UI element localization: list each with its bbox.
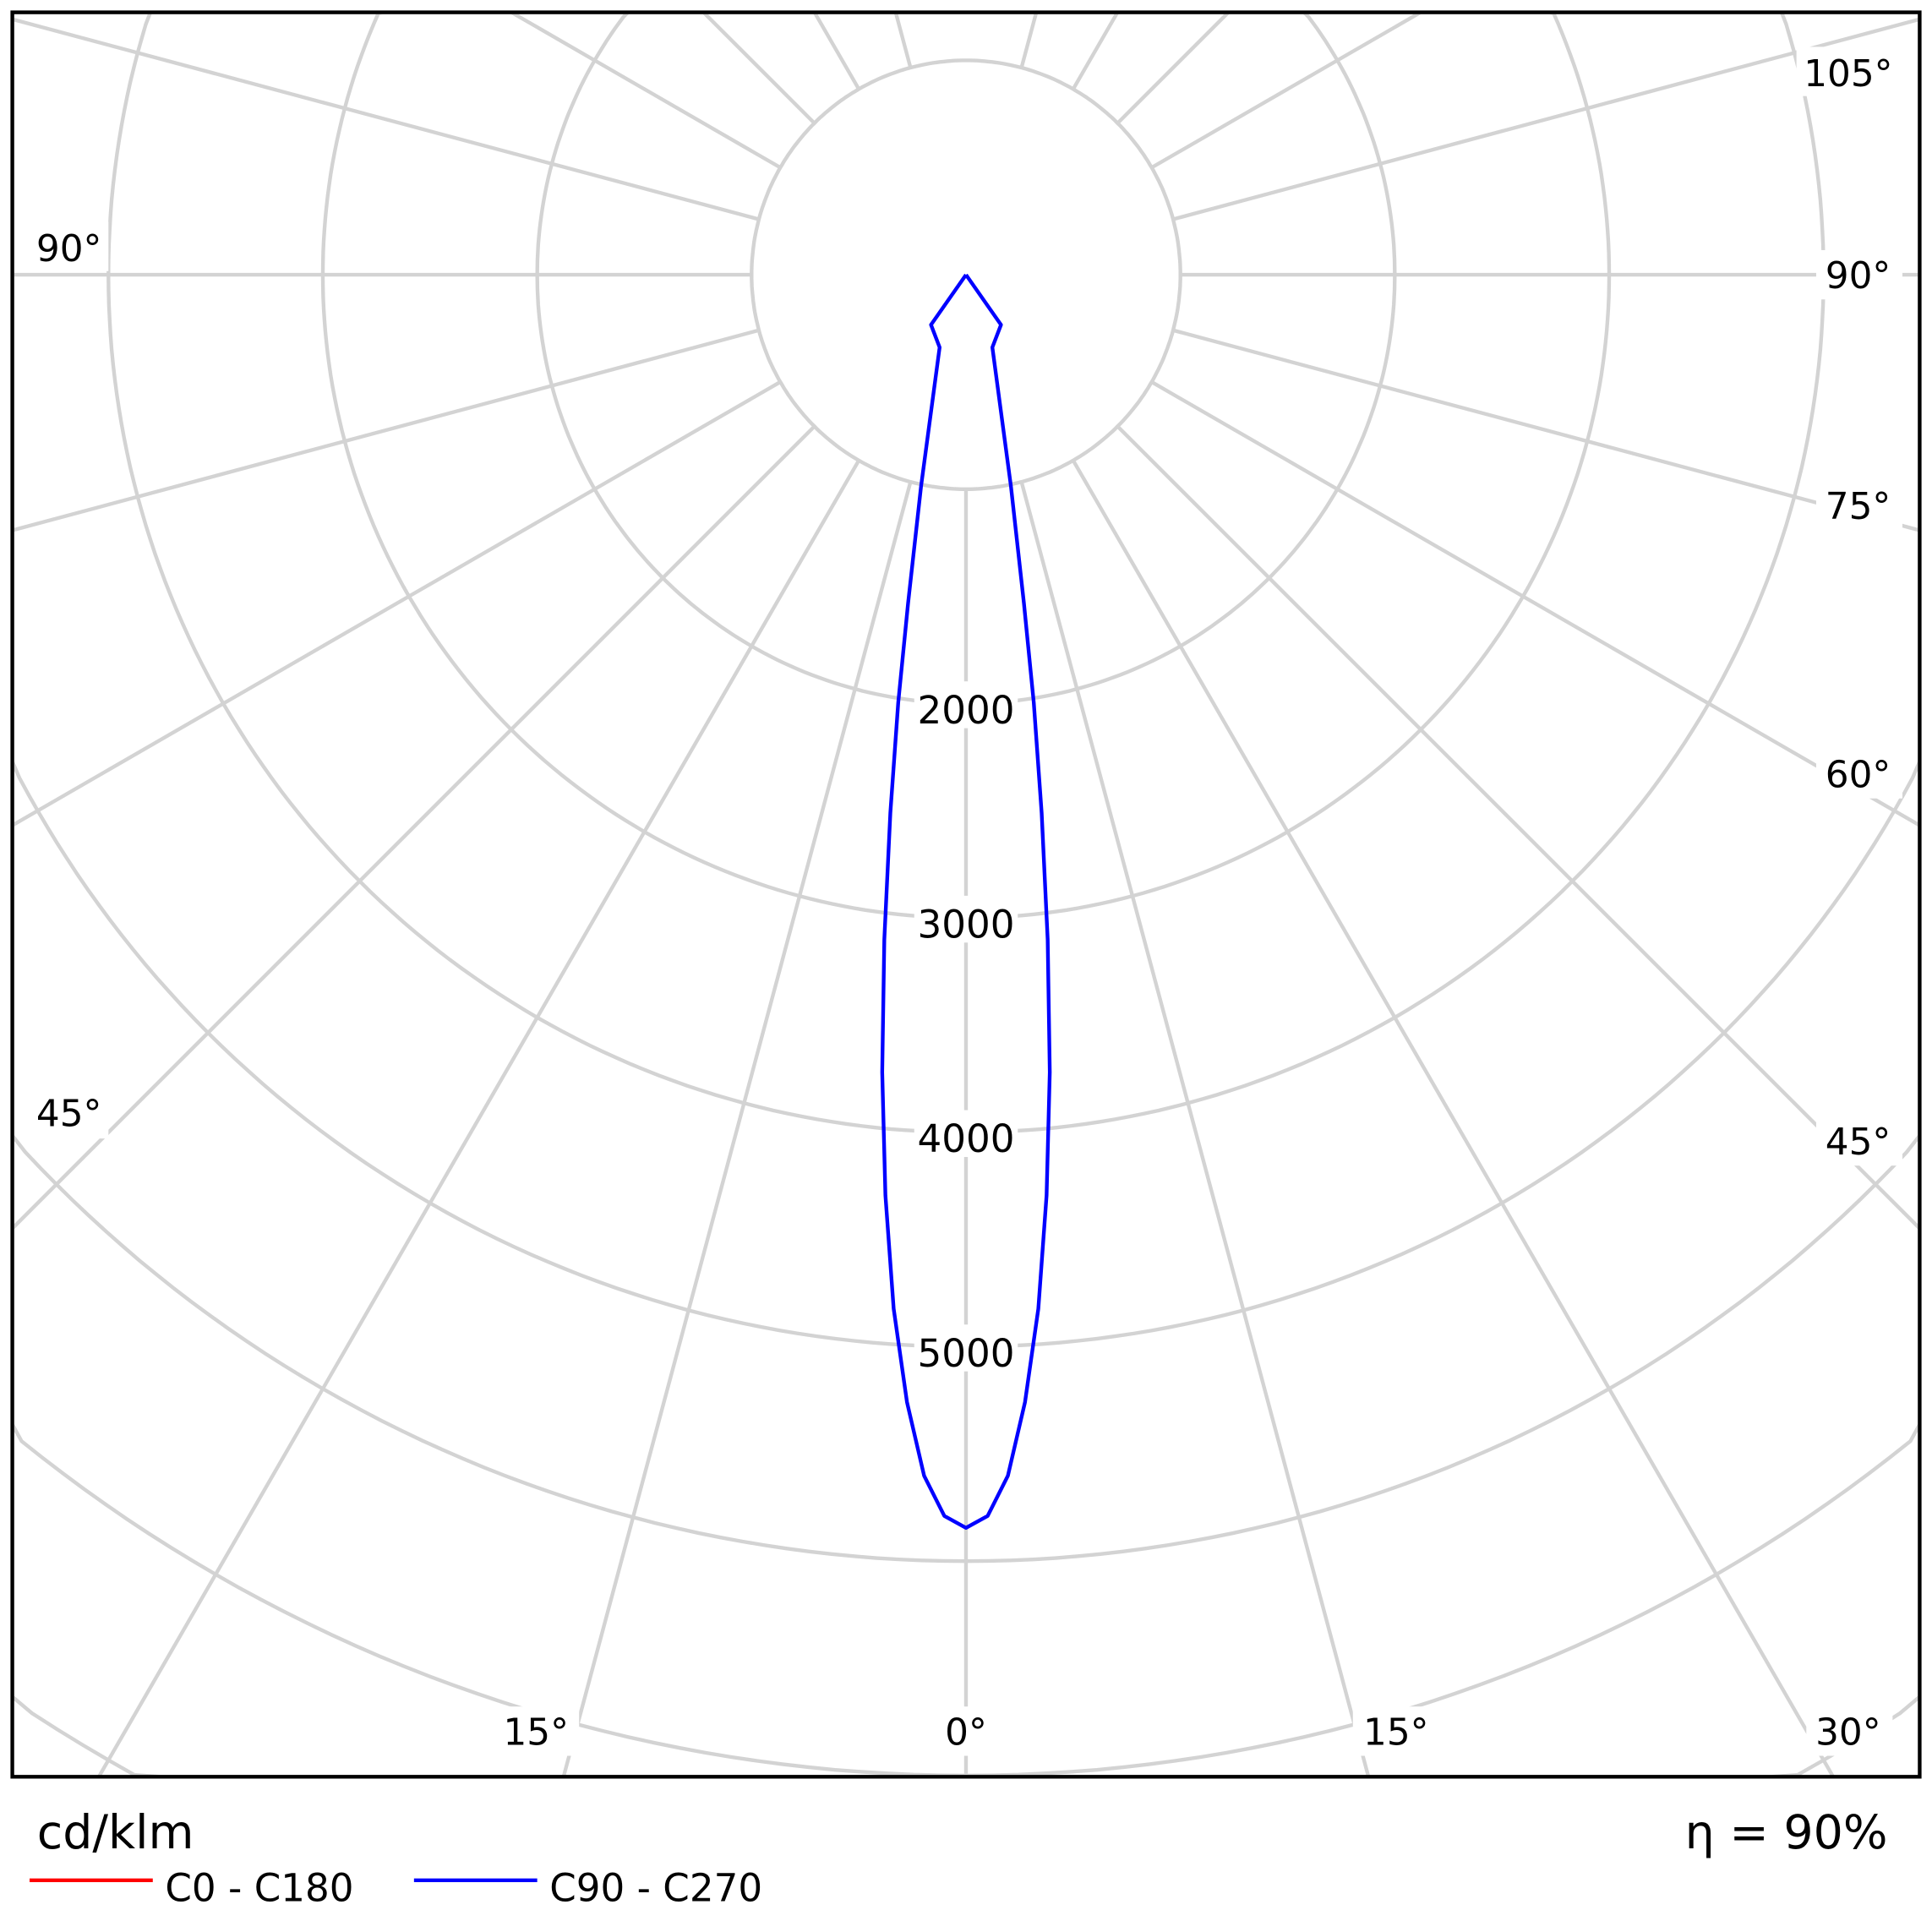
grid-spoke	[1116, 12, 1231, 125]
curve-c90-c270	[880, 273, 1052, 1530]
radial-tick-label: 4000	[918, 1116, 1015, 1161]
grid-spoke	[510, 12, 782, 170]
grid-spoke	[12, 424, 816, 1231]
grid-spoke	[1150, 380, 1920, 827]
grid-spoke	[812, 12, 861, 90]
grid-spoke	[12, 328, 760, 532]
grid-ring	[12, 12, 1920, 1349]
grid-spoke	[12, 380, 782, 827]
angle-label-right-75: 75°	[1826, 485, 1891, 528]
angle-label-bottom-15-left: 15°	[503, 1711, 569, 1754]
unit-label: cd/klm	[37, 1806, 194, 1860]
grid-spoke	[1150, 12, 1422, 170]
tick-label-background	[914, 895, 1018, 943]
radial-tick-label: 2000	[918, 688, 1015, 733]
angle-label-bottom-15-right: 15°	[1363, 1711, 1429, 1754]
grid-spoke	[1172, 328, 1920, 532]
tick-label-background	[914, 1324, 1018, 1372]
grid-spoke	[1019, 481, 1371, 1777]
plot-frame	[10, 10, 1922, 1779]
tick-label-background	[914, 1110, 1018, 1157]
grid-spoke	[12, 17, 760, 221]
grid-spoke	[701, 12, 816, 125]
tick-label-background	[914, 681, 1018, 729]
angle-label-bottom-0: 0°	[945, 1711, 987, 1754]
angle-label-right-45: 45°	[1826, 1121, 1891, 1164]
angle-label-right-90: 90°	[1826, 254, 1891, 297]
grid-spoke	[1172, 17, 1920, 221]
angle-labels: 90° 45° 105° 90° 75° 60° 45° 30° 15° 0° …	[27, 46, 1903, 1756]
legend: C0 - C180 C90 - C270	[29, 1866, 762, 1911]
grid-spoke	[97, 459, 861, 1777]
angle-label-right-60: 60°	[1826, 754, 1891, 797]
polar-grid	[12, 12, 1920, 1777]
grid-spoke	[1019, 12, 1039, 68]
grid-spoke	[1071, 12, 1120, 90]
angle-label-left-90: 90°	[36, 227, 102, 270]
grid-spoke	[1071, 459, 1835, 1777]
angle-label-right-30: 30°	[1815, 1711, 1881, 1754]
legend-label-c90-c270: C90 - C270	[549, 1866, 762, 1911]
radial-tick-labels: 2000 3000 4000 5000	[914, 681, 1018, 1376]
efficiency-label: η = 90%	[1685, 1806, 1888, 1860]
grid-spoke	[1116, 424, 1920, 1231]
angle-label-right-105: 105°	[1804, 52, 1892, 96]
legend-label-c0-c180: C0 - C180	[165, 1866, 353, 1911]
radial-tick-label: 3000	[918, 902, 1015, 947]
angle-label-left-45: 45°	[36, 1093, 102, 1136]
grid-spoke	[561, 481, 913, 1777]
intensity-curves	[880, 273, 1052, 1530]
radial-tick-label: 5000	[918, 1331, 1015, 1376]
grid-spoke	[893, 12, 913, 68]
